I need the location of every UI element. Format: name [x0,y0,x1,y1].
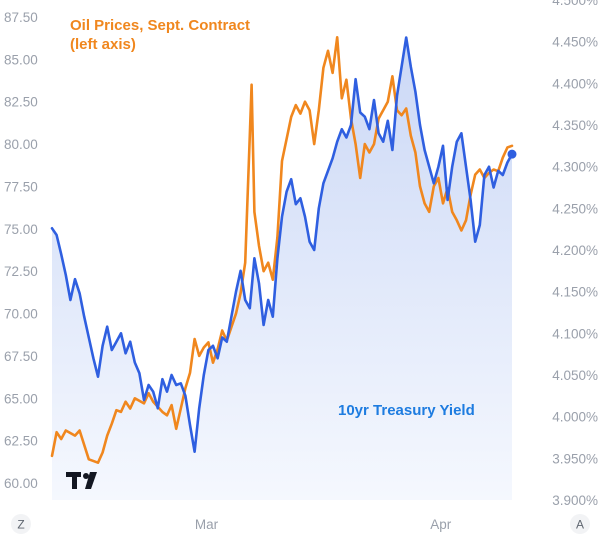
yield-series-label: 10yr Treasury Yield [338,402,475,419]
oil-series-label: Oil Prices, Sept. Contract [70,17,250,34]
yield-area-fill [52,37,512,500]
left-tick-label: 70.00 [4,307,38,322]
right-tick-label: 4.400% [552,76,598,91]
logo-text: TV [0,0,2,1]
oil-price-line [50,36,514,464]
right-axis-ticks: 4.500% 4.450% 4.400% 4.350% 4.300% 4.250% 4.20… [552,0,598,508]
oil-series-sublabel: (left axis) [70,36,136,53]
left-tick-label: 87.50 [4,10,38,25]
yield-last-value-marker [507,149,517,159]
right-tick-label: 4.300% [552,160,598,175]
right-tick-label: 4.200% [552,243,598,258]
auto-scale-right-button[interactable]: A [570,514,590,534]
yield-line [50,36,514,453]
left-tick-label: 77.50 [4,179,38,194]
left-tick-label: 85.00 [4,52,38,67]
auto-scale-left-button[interactable]: Z [11,514,31,534]
left-tick-label: 62.50 [4,434,38,449]
right-tick-label: 4.250% [552,201,598,216]
right-tick-label: 4.000% [552,410,598,425]
auto-scale-left-label: Z [17,518,24,532]
auto-scale-right-label: A [576,518,584,532]
left-tick-label: 72.50 [4,264,38,279]
tradingview-logo-icon: TV [0,0,97,489]
x-tick-label: Apr [430,517,452,532]
right-tick-label: 4.500% [552,0,598,8]
right-tick-label: 4.100% [552,326,598,341]
left-tick-label: 82.50 [4,95,38,110]
left-tick-label: 75.00 [4,222,38,237]
left-tick-label: 80.00 [4,137,38,152]
left-tick-label: 60.00 [4,476,38,491]
left-axis-ticks: 87.50 85.00 82.50 80.00 77.50 75.00 72.50 70.00… [4,10,38,491]
right-tick-label: 3.900% [552,493,598,508]
right-tick-label: 4.150% [552,285,598,300]
right-tick-label: 3.950% [552,451,598,466]
left-tick-label: 67.50 [4,349,38,364]
right-tick-label: 4.050% [552,368,598,383]
x-axis-ticks: Mar Apr [195,517,452,532]
right-tick-label: 4.350% [552,118,598,133]
left-tick-label: 65.00 [4,391,38,406]
right-tick-label: 4.450% [552,35,598,50]
x-tick-label: Mar [195,517,219,532]
